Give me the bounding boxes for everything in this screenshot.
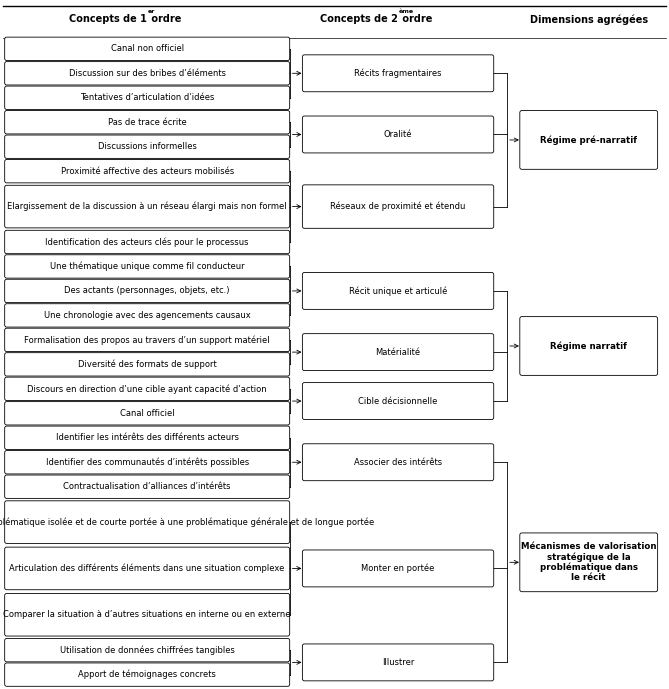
Text: Discussions informelles: Discussions informelles xyxy=(98,142,197,151)
Text: ordre: ordre xyxy=(399,14,432,24)
FancyBboxPatch shape xyxy=(5,135,290,158)
Text: ordre: ordre xyxy=(148,14,181,24)
Text: Elargissement de la discussion à un réseau élargi mais non formel: Elargissement de la discussion à un rése… xyxy=(7,202,287,212)
Text: Identification des acteurs clés pour le processus: Identification des acteurs clés pour le … xyxy=(45,237,249,247)
Text: Canal non officiel: Canal non officiel xyxy=(110,44,184,53)
Text: Tentatives d’articulation d’idées: Tentatives d’articulation d’idées xyxy=(80,93,214,102)
FancyBboxPatch shape xyxy=(302,382,494,420)
FancyBboxPatch shape xyxy=(5,451,290,474)
FancyBboxPatch shape xyxy=(302,272,494,309)
FancyBboxPatch shape xyxy=(5,230,290,254)
FancyBboxPatch shape xyxy=(5,160,290,183)
FancyBboxPatch shape xyxy=(5,426,290,449)
FancyBboxPatch shape xyxy=(5,475,290,498)
Text: Identifier les intérêts des différents acteurs: Identifier les intérêts des différents a… xyxy=(56,433,239,442)
Text: Mécanismes de valorisation
stratégique de la
problématique dans
le récit: Mécanismes de valorisation stratégique d… xyxy=(521,542,656,582)
Text: Formalisation des propos au travers d’un support matériel: Formalisation des propos au travers d’un… xyxy=(24,335,270,344)
Text: Pas de trace écrite: Pas de trace écrite xyxy=(108,118,187,127)
FancyBboxPatch shape xyxy=(520,533,658,592)
FancyBboxPatch shape xyxy=(5,328,290,351)
FancyBboxPatch shape xyxy=(5,639,290,662)
FancyBboxPatch shape xyxy=(5,86,290,110)
Text: Apport de témoignages concrets: Apport de témoignages concrets xyxy=(78,670,216,679)
FancyBboxPatch shape xyxy=(5,37,290,61)
Text: Articulation des différents éléments dans une situation complexe: Articulation des différents éléments dan… xyxy=(9,564,285,573)
Text: Monter en portée: Monter en portée xyxy=(361,564,435,573)
Text: Associer des intérêts: Associer des intérêts xyxy=(354,457,442,466)
FancyBboxPatch shape xyxy=(302,185,494,228)
Text: Réseaux de proximité et étendu: Réseaux de proximité et étendu xyxy=(330,202,466,212)
FancyBboxPatch shape xyxy=(302,644,494,681)
Text: Cible décisionnelle: Cible décisionnelle xyxy=(359,397,438,406)
FancyBboxPatch shape xyxy=(5,663,290,686)
Text: Utilisation de données chiffrées tangibles: Utilisation de données chiffrées tangibl… xyxy=(60,646,235,655)
FancyBboxPatch shape xyxy=(5,501,290,544)
Text: Régime pré-narratif: Régime pré-narratif xyxy=(541,135,637,145)
Text: Des actants (personnages, objets, etc.): Des actants (personnages, objets, etc.) xyxy=(64,287,230,296)
FancyBboxPatch shape xyxy=(302,55,494,92)
FancyBboxPatch shape xyxy=(5,593,290,636)
Text: Discours en direction d’une cible ayant capacité d’action: Discours en direction d’une cible ayant … xyxy=(27,384,267,393)
Text: Contractualisation d’alliances d’intérêts: Contractualisation d’alliances d’intérêt… xyxy=(64,482,231,491)
Text: Régime narratif: Régime narratif xyxy=(551,341,627,351)
FancyBboxPatch shape xyxy=(5,110,290,134)
Text: Illustrer: Illustrer xyxy=(382,658,414,667)
FancyBboxPatch shape xyxy=(302,444,494,481)
Text: Une chronologie avec des agencements causaux: Une chronologie avec des agencements cau… xyxy=(43,311,251,320)
FancyBboxPatch shape xyxy=(5,547,290,590)
Text: Identifier des communautés d’intérêts possibles: Identifier des communautés d’intérêts po… xyxy=(45,457,249,467)
FancyBboxPatch shape xyxy=(520,317,658,376)
Text: Concepts de 2: Concepts de 2 xyxy=(320,14,398,24)
Text: Matérialité: Matérialité xyxy=(375,348,421,357)
FancyBboxPatch shape xyxy=(302,116,494,153)
Text: Oralité: Oralité xyxy=(384,130,412,139)
Text: Dimensions agrégées: Dimensions agrégées xyxy=(530,14,648,25)
Text: er: er xyxy=(148,8,155,14)
FancyBboxPatch shape xyxy=(5,402,290,425)
FancyBboxPatch shape xyxy=(5,304,290,327)
Text: Discussion sur des bribes d’éléments: Discussion sur des bribes d’éléments xyxy=(69,69,225,78)
FancyBboxPatch shape xyxy=(5,185,290,228)
FancyBboxPatch shape xyxy=(302,550,494,587)
FancyBboxPatch shape xyxy=(5,377,290,400)
Text: ème: ème xyxy=(399,8,414,14)
FancyBboxPatch shape xyxy=(5,255,290,278)
Text: Passage d’une problématique isolée et de courte portée à une problématique génér: Passage d’une problématique isolée et de… xyxy=(0,517,374,527)
Text: Concepts de 1: Concepts de 1 xyxy=(70,14,147,24)
FancyBboxPatch shape xyxy=(5,279,290,302)
FancyBboxPatch shape xyxy=(520,110,658,169)
FancyBboxPatch shape xyxy=(5,61,290,85)
FancyBboxPatch shape xyxy=(302,333,494,371)
Text: Canal officiel: Canal officiel xyxy=(120,409,175,418)
Text: Proximité affective des acteurs mobilisés: Proximité affective des acteurs mobilisé… xyxy=(61,167,233,176)
Text: Diversité des formats de support: Diversité des formats de support xyxy=(78,360,217,369)
Text: Comparer la situation à d’autres situations en interne ou en externe: Comparer la situation à d’autres situati… xyxy=(3,610,291,619)
Text: Une thématique unique comme fil conducteur: Une thématique unique comme fil conducte… xyxy=(50,262,244,271)
Text: Récit unique et articulé: Récit unique et articulé xyxy=(349,286,448,296)
FancyBboxPatch shape xyxy=(5,353,290,376)
Text: Récits fragmentaires: Récits fragmentaires xyxy=(355,68,442,78)
